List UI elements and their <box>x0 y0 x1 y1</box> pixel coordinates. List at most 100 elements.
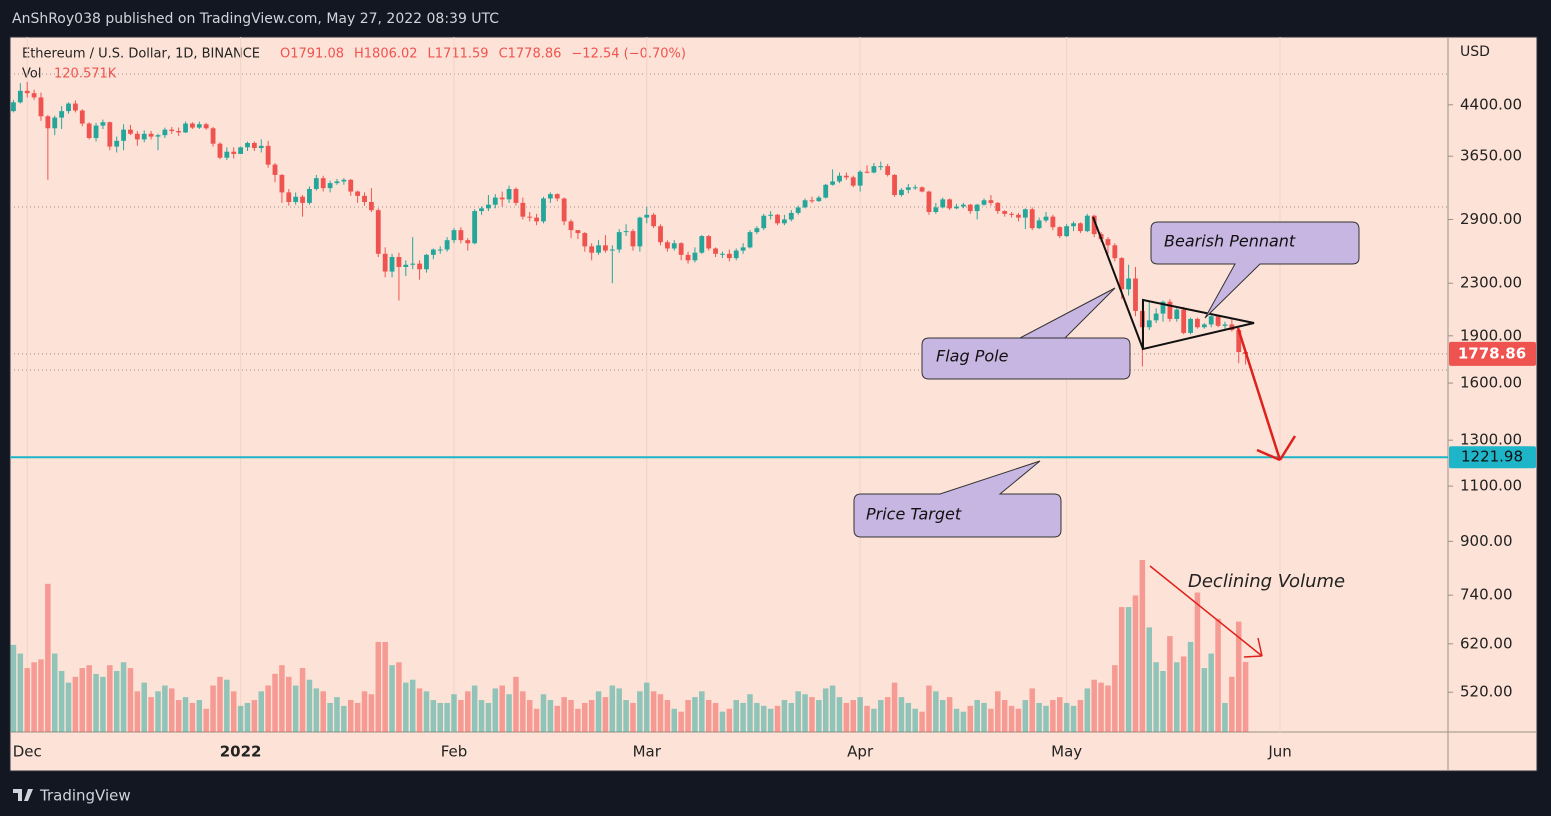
volume-bar <box>217 676 223 732</box>
candle-body <box>368 202 374 211</box>
candle-body <box>596 245 601 253</box>
volume-bar <box>237 705 244 732</box>
candle-body <box>31 93 37 98</box>
candle-body <box>293 196 299 203</box>
candle-body <box>52 117 58 129</box>
volume-bar <box>320 691 326 732</box>
candle-body <box>375 210 381 254</box>
candle-body <box>444 240 450 250</box>
volume-bar <box>313 688 320 732</box>
candle-body <box>837 175 842 182</box>
candle-body <box>506 188 512 200</box>
volume-bar <box>1229 676 1235 732</box>
candle-body <box>45 116 51 129</box>
volume-bar <box>836 697 843 732</box>
volume-bar <box>1180 656 1187 732</box>
candle-body <box>733 250 739 259</box>
candle-body <box>72 103 78 111</box>
annotation: Declining Volume <box>1188 571 1345 592</box>
annotation: Bearish Pennant <box>1164 232 1296 251</box>
candle-body <box>1188 318 1193 333</box>
candle-body <box>1078 223 1083 232</box>
y-tick-label: 740.00 <box>1460 586 1513 604</box>
volume-bar <box>24 668 30 732</box>
volume-bar <box>919 711 925 732</box>
pattern-drawing <box>1092 216 1297 658</box>
volume-bar <box>127 668 134 732</box>
candle-body <box>300 196 305 203</box>
volume-bar <box>1187 641 1194 732</box>
candle-body <box>38 97 44 117</box>
volume-bar <box>38 659 44 732</box>
candle-body <box>203 124 209 129</box>
candle-body <box>1071 223 1076 227</box>
volume-bar <box>988 708 994 732</box>
x-tick-label: Jun <box>1267 743 1291 761</box>
volume-bar <box>79 668 86 732</box>
candle-body <box>11 102 16 112</box>
y-tick-label: 2900.00 <box>1460 210 1522 228</box>
volume-bar <box>389 665 395 732</box>
candle-body <box>671 243 677 249</box>
volume-bar <box>630 702 636 732</box>
volume-bar <box>795 691 801 732</box>
volume-bar <box>506 694 512 732</box>
candle-body <box>616 232 622 250</box>
volume-bar <box>912 708 918 732</box>
candle-body <box>1208 316 1214 325</box>
y-tick-label: 3650.00 <box>1460 147 1522 165</box>
volume-bar <box>726 708 733 732</box>
candle-body <box>899 189 904 195</box>
volume-bar <box>162 685 168 732</box>
volume-bar <box>458 700 464 732</box>
candle-body <box>79 110 85 124</box>
volume-bar <box>967 705 974 732</box>
brand: TradingView <box>39 787 131 805</box>
candle-body <box>1119 258 1125 290</box>
candle-body <box>183 123 188 133</box>
candle-body <box>231 151 237 154</box>
volume-bar <box>265 685 271 732</box>
volume-bar <box>1077 700 1084 732</box>
volume-bar <box>513 676 519 732</box>
x-tick-label: Dec <box>13 743 42 761</box>
candle-body <box>788 212 794 220</box>
candle-body <box>1050 216 1056 228</box>
volume-bar <box>107 665 113 732</box>
volume-bar <box>754 702 760 732</box>
candle-body <box>176 131 182 133</box>
candle-body <box>1091 215 1097 235</box>
volume-bar <box>781 700 788 732</box>
candle-body <box>575 230 581 234</box>
candle-body <box>905 187 911 190</box>
y-tick-label: 900.00 <box>1460 532 1513 550</box>
volume-bar <box>93 673 99 732</box>
volume-bar <box>72 676 79 732</box>
candle-body <box>630 231 636 247</box>
candle-body <box>334 181 340 184</box>
candle-body <box>486 204 491 209</box>
volume-bar <box>100 676 106 732</box>
volume-bar <box>643 682 650 732</box>
volume-bar <box>230 691 237 732</box>
candle-body <box>362 195 367 203</box>
y-tick-label: 2300.00 <box>1460 274 1522 292</box>
volume-bar <box>747 694 753 732</box>
volume-bar <box>10 644 17 732</box>
candle-body <box>430 249 436 255</box>
candle-body <box>520 202 526 217</box>
candle-body <box>1174 309 1180 319</box>
candle-body <box>864 171 870 173</box>
candle-body <box>926 191 932 212</box>
candle-body <box>960 204 966 207</box>
volume-bar <box>251 700 258 732</box>
volume-bar <box>416 688 423 732</box>
candle-body <box>437 249 443 251</box>
candle-body <box>754 228 760 233</box>
candle-body <box>217 143 223 158</box>
ohlc-value: H1806.02 <box>354 47 418 62</box>
volume-bar <box>719 711 726 732</box>
volume-bar <box>678 711 684 732</box>
candle-body <box>947 199 953 209</box>
volume-bar <box>767 708 774 732</box>
